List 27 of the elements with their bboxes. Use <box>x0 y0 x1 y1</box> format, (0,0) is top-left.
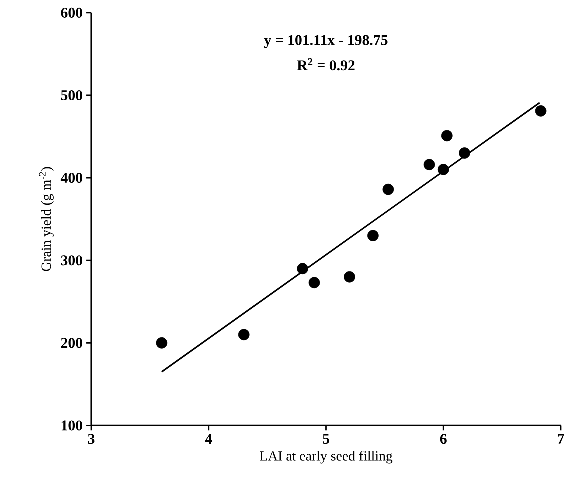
point <box>238 329 250 340</box>
y-tick-label: 300 <box>61 255 82 266</box>
point <box>459 147 470 159</box>
y-tick-label: 400 <box>60 172 82 183</box>
x-tick-label: 6 <box>440 434 447 444</box>
y-tick-label: 100 <box>62 420 82 431</box>
x-tick-label: 4 <box>205 434 212 444</box>
annotation: R$^{2}$ = 0.92 <box>297 58 355 70</box>
point <box>535 105 547 117</box>
point <box>424 158 436 170</box>
y-tick-label: 200 <box>61 338 82 348</box>
x-tick-label: 7 <box>558 434 564 444</box>
y-axis-title: Grain yield (g m$^{-2}$) <box>39 167 54 272</box>
x-tick-label: 3 <box>88 434 95 444</box>
point <box>382 184 394 196</box>
point <box>344 271 356 283</box>
y-tick-label: 500 <box>61 90 82 100</box>
x-tick-label: 5 <box>323 434 330 444</box>
point <box>441 130 453 142</box>
annotation: y = 101.11x - 198.75 <box>264 35 388 48</box>
point <box>308 277 320 288</box>
point <box>297 262 308 274</box>
point <box>438 164 450 176</box>
point <box>368 230 379 242</box>
y-tick-label: 600 <box>61 8 82 18</box>
x-axis-title: LAI at early seed filling <box>260 450 393 464</box>
point <box>156 337 168 349</box>
